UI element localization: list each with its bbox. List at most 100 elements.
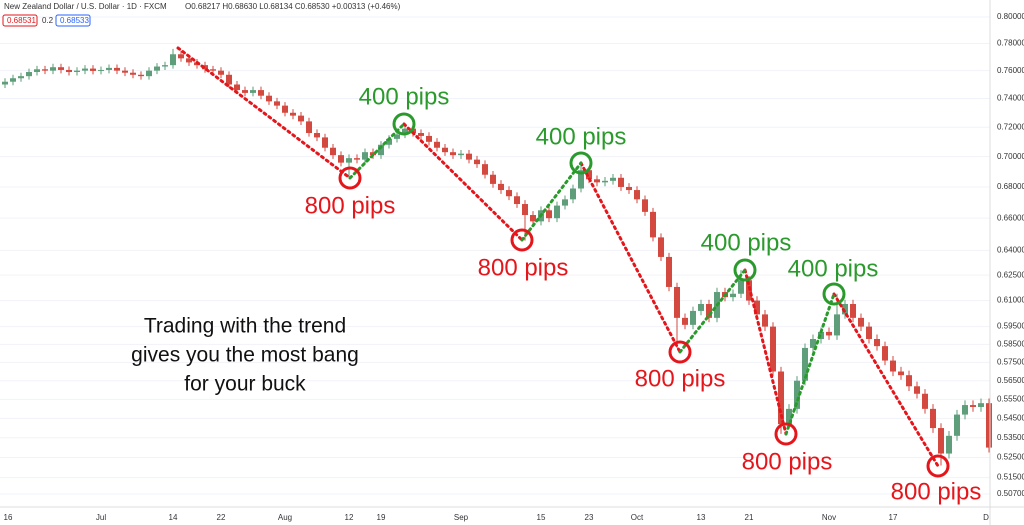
x-tick-label: Aug: [278, 513, 292, 522]
x-tick-label: D: [983, 513, 989, 522]
candle-body: [370, 152, 376, 156]
pips-label: 800 pips: [891, 478, 982, 505]
candle-body: [322, 137, 328, 148]
candle-body: [698, 304, 704, 311]
candle-body: [626, 186, 632, 191]
candle-body: [218, 70, 224, 75]
candle-body: [554, 205, 560, 219]
candle-body: [162, 65, 168, 67]
ask-box[interactable]: [55, 14, 91, 27]
low-circle: [774, 422, 798, 446]
candle-body: [426, 135, 432, 142]
candle-body: [738, 280, 744, 294]
candle-body: [794, 380, 800, 409]
candle-body: [354, 158, 360, 160]
candle-body: [586, 170, 592, 180]
x-tick-label: 21: [745, 513, 754, 522]
y-tick-label: 0.56500: [997, 376, 1024, 385]
candle-body: [2, 81, 8, 85]
candle-body: [274, 101, 280, 106]
candle-body: [122, 70, 128, 73]
candle-body: [874, 338, 880, 347]
y-tick-label: 0.52500: [997, 453, 1024, 462]
y-tick-label: 0.53500: [997, 433, 1024, 442]
candle-body: [506, 190, 512, 197]
candle-body: [466, 153, 472, 160]
high-circle: [392, 112, 416, 136]
candle-body: [522, 204, 528, 216]
candle-body: [578, 170, 584, 189]
y-tick-label: 0.62500: [997, 270, 1024, 279]
down-leg: [743, 268, 788, 436]
candle-body: [210, 69, 216, 71]
candle-body: [882, 346, 888, 361]
candle-body: [442, 147, 448, 153]
candle-body: [338, 155, 344, 163]
candle-body: [34, 69, 40, 73]
candle-body: [898, 371, 904, 376]
y-tick-label: 0.74000: [997, 94, 1024, 103]
candle-body: [170, 54, 176, 66]
y-tick-label: 0.57500: [997, 357, 1024, 366]
candle-body: [258, 90, 264, 96]
candle-body: [98, 69, 104, 71]
x-tick-label: 13: [697, 513, 706, 522]
candle-body: [434, 141, 440, 148]
candle-body: [386, 138, 392, 145]
y-tick-label: 0.66000: [997, 213, 1024, 222]
candle-body: [906, 375, 912, 387]
down-leg: [832, 292, 940, 468]
y-tick-label: 0.70000: [997, 152, 1024, 161]
candle-body: [458, 153, 464, 156]
x-tick-label: 16: [4, 513, 13, 522]
up-leg: [784, 292, 836, 436]
candle-body: [962, 405, 968, 415]
candle-body: [842, 304, 848, 315]
y-tick-label: 0.58500: [997, 339, 1024, 348]
candle-body: [658, 237, 664, 257]
candle-body: [602, 180, 608, 183]
pips-label: 800 pips: [478, 254, 569, 281]
candle-body: [66, 69, 72, 73]
candle-body: [866, 326, 872, 339]
x-tick-label: 12: [345, 513, 354, 522]
candle-body: [154, 66, 160, 71]
candle-body: [482, 164, 488, 175]
candle-body: [754, 300, 760, 315]
x-tick-label: 23: [585, 513, 594, 522]
candle-body: [250, 90, 256, 93]
candle-body: [834, 314, 840, 336]
y-tick-label: 0.59500: [997, 322, 1024, 331]
x-tick-label: Jul: [96, 513, 106, 522]
candle-body: [730, 293, 736, 298]
up-leg: [348, 122, 406, 180]
up-leg: [678, 268, 747, 354]
candle-body: [706, 304, 712, 318]
y-tick-label: 0.72000: [997, 122, 1024, 131]
candle-body: [890, 360, 896, 372]
pips-label: 800 pips: [742, 448, 833, 475]
x-tick-label: 22: [217, 513, 226, 522]
x-tick-label: 15: [537, 513, 546, 522]
pips-label: 400 pips: [536, 123, 627, 150]
bid-box[interactable]: [2, 14, 38, 27]
candle-body: [266, 95, 272, 102]
symbol: New Zealand Dollar / U.S. Dollar · 1D · …: [4, 2, 167, 11]
candle-body: [394, 134, 400, 139]
candle-body: [146, 70, 152, 77]
candle-body: [346, 158, 352, 163]
candle-body: [778, 371, 784, 425]
y-tick-label: 0.80000: [997, 12, 1024, 21]
candle-body: [850, 304, 856, 318]
candle-body: [594, 179, 600, 183]
pips-label: 400 pips: [359, 83, 450, 110]
pips-label: 800 pips: [305, 192, 396, 219]
x-tick-label: Nov: [822, 513, 836, 522]
high-circle: [733, 258, 757, 282]
candle-body: [914, 386, 920, 394]
main-text: for your buck: [184, 373, 306, 396]
candle-body: [530, 215, 536, 222]
y-tick-label: 0.50700: [997, 489, 1024, 498]
candle-body: [74, 70, 80, 73]
